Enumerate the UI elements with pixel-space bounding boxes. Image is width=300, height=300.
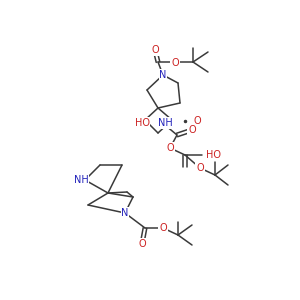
Text: O: O xyxy=(188,125,196,135)
Text: N: N xyxy=(121,208,129,218)
Text: O: O xyxy=(159,223,167,233)
Text: O: O xyxy=(166,143,174,153)
Text: HO: HO xyxy=(134,118,149,128)
Text: O: O xyxy=(171,58,179,68)
Text: HO: HO xyxy=(206,150,221,160)
Text: NH: NH xyxy=(74,175,88,185)
Text: O: O xyxy=(151,45,159,55)
Text: N: N xyxy=(159,70,167,80)
Text: NH: NH xyxy=(158,118,172,128)
Text: O: O xyxy=(196,163,204,173)
Text: O: O xyxy=(138,239,146,249)
Text: O: O xyxy=(193,116,201,126)
